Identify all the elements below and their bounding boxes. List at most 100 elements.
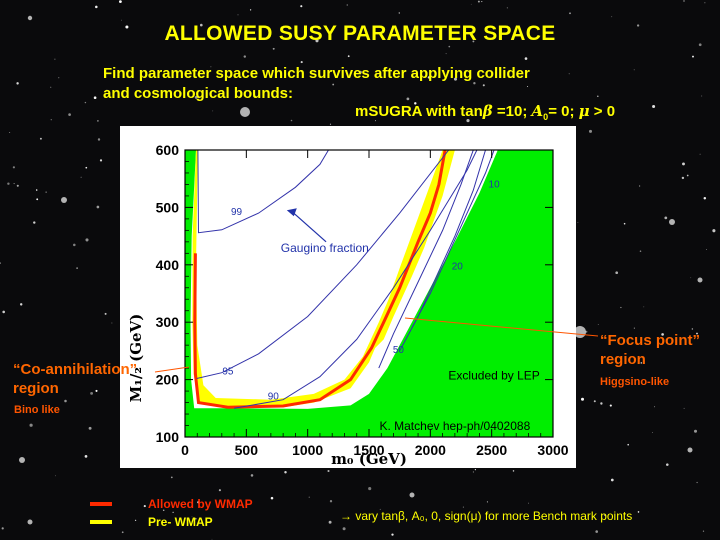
coannihilation-title: “Co-annihilation” region (13, 360, 137, 398)
model-mid1: =10; (492, 103, 532, 120)
star (300, 61, 303, 64)
slide-subtitle: Find parameter space which survives afte… (103, 64, 530, 104)
bright-star (19, 457, 25, 463)
star (636, 24, 640, 27)
star (448, 45, 451, 48)
star (68, 113, 71, 116)
gaugino-arrowhead (286, 208, 297, 217)
star (211, 538, 213, 540)
subtitle-line-1: Find parameter space which survives afte… (103, 65, 530, 82)
coannihilation-pointer (154, 366, 190, 373)
star (683, 407, 685, 409)
star (73, 243, 76, 247)
star (512, 470, 515, 472)
star (194, 96, 198, 99)
star (347, 55, 350, 58)
star (237, 14, 239, 16)
star (309, 35, 311, 37)
bright-star (27, 519, 33, 525)
subtitle-line-2: and cosmological bounds: (103, 85, 294, 102)
bright-star (687, 447, 693, 453)
star (486, 501, 488, 503)
model-prefix: mSUGRA with tan (355, 103, 483, 120)
x-tick-label-1500: 1500 (353, 442, 384, 458)
star (473, 82, 476, 85)
annotation-1: Gaugino fraction (281, 241, 369, 255)
star (308, 496, 310, 498)
star (243, 55, 246, 58)
slide-title: ALLOWED SUSY PARAMETER SPACE (164, 22, 556, 45)
star (329, 123, 332, 125)
star (611, 16, 613, 18)
star (85, 238, 89, 242)
prewmap-legend-label: Pre- WMAP (148, 515, 213, 529)
star (445, 53, 447, 55)
contour-label-95: 95 (222, 366, 234, 377)
star (143, 505, 146, 508)
star (693, 429, 698, 433)
y-tick-label-600: 600 (156, 142, 180, 158)
star (134, 519, 137, 521)
plot-annotations: Gaugino fraction Excluded by LEP K. Matche… (281, 241, 540, 433)
star (342, 527, 346, 531)
star (527, 86, 529, 87)
contour-label-90: 90 (268, 392, 280, 403)
contour-label-50: 50 (393, 345, 405, 356)
x-tick-label-2500: 2500 (476, 442, 507, 458)
star (54, 58, 56, 60)
star (666, 463, 669, 466)
model-beta: β (482, 102, 493, 120)
bright-star (240, 107, 250, 117)
star (212, 110, 214, 112)
star (683, 0, 685, 2)
star (661, 333, 664, 336)
y-axis-label: M₁/₂ (GeV) (127, 314, 145, 403)
star (290, 119, 293, 122)
star (80, 176, 82, 178)
star (524, 57, 528, 60)
star (597, 95, 599, 98)
star (272, 47, 275, 50)
star (682, 162, 685, 166)
x-tick-label-3000: 3000 (537, 442, 568, 458)
star (569, 12, 571, 15)
star (95, 389, 98, 392)
star (482, 84, 485, 87)
star (701, 95, 703, 97)
star (696, 332, 698, 335)
coannihilation-title-line-2: region (13, 380, 59, 397)
parameter-space-plot: 0 500 1000 1500 2000 2500 3000 100 200 300 400 500 6… (120, 126, 576, 468)
star (55, 475, 57, 477)
star (664, 216, 668, 220)
star (1, 527, 4, 530)
star (170, 476, 173, 479)
star (568, 73, 570, 75)
y-tick-label-300: 300 (156, 314, 180, 330)
star (640, 362, 643, 364)
star (270, 496, 274, 500)
model-parameters: mSUGRA with tanβ =10; A0= 0; μ > 0 (355, 102, 615, 122)
star (414, 102, 417, 105)
star (379, 508, 381, 510)
star (88, 426, 92, 430)
star (470, 3, 472, 5)
y-tick-label-200: 200 (156, 372, 180, 388)
star (696, 481, 698, 484)
star (95, 5, 98, 9)
star (615, 271, 619, 275)
star (64, 399, 67, 403)
star (620, 306, 622, 309)
star (427, 76, 431, 79)
contour-label-10: 10 (489, 179, 501, 190)
star (654, 406, 656, 408)
star (39, 137, 42, 140)
star (633, 69, 635, 71)
star (162, 509, 165, 511)
bright-star (697, 277, 703, 283)
star (300, 5, 303, 8)
star (172, 511, 174, 513)
star (610, 478, 614, 482)
star (58, 77, 60, 79)
contour-50 (378, 150, 474, 369)
star (111, 322, 113, 324)
